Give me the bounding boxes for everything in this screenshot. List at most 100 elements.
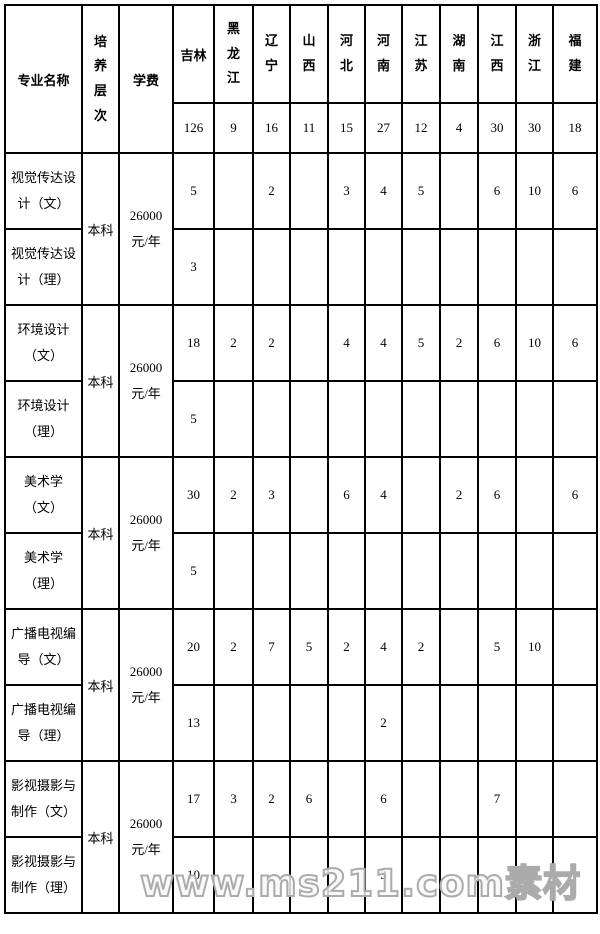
admission-table: 专业名称 培养层次 学费 吉林 黑龙江 辽宁 山西 河北 河南 江苏 湖南 江西 浙江 福建 126 9 16 1… bbox=[4, 4, 598, 914]
tuition-line-0: 26000 bbox=[129, 816, 163, 831]
value-cell bbox=[401, 228, 441, 306]
major-cell: 视觉传达设计（文） bbox=[4, 152, 83, 230]
level-cell: 本科 bbox=[81, 304, 120, 458]
value-cell bbox=[289, 532, 329, 610]
value-cell bbox=[552, 380, 598, 458]
plan-total-cell-4: 15 bbox=[327, 102, 366, 154]
value-cell: 5 bbox=[401, 152, 441, 230]
value-cell bbox=[327, 228, 366, 306]
value-cell bbox=[515, 228, 554, 306]
value-cell: 2 bbox=[252, 760, 291, 838]
plan-total-cell-10: 18 bbox=[552, 102, 598, 154]
value-cell bbox=[401, 532, 441, 610]
value-cell: 18 bbox=[172, 304, 215, 382]
major-row: 广播电视编导（理） 13 2 bbox=[4, 684, 598, 762]
col-header-province-6: 江苏 bbox=[401, 4, 441, 104]
major-row: 影视摄影与制作（文） 本科 26000 元/年 17 3 2 6 6 7 bbox=[4, 760, 598, 914]
value-cell: 4 bbox=[364, 456, 403, 534]
col-header-province-6-text: 江苏 bbox=[414, 33, 428, 73]
value-cell: 3 bbox=[364, 836, 403, 914]
col-header-province-1-text: 黑龙江 bbox=[226, 20, 240, 86]
value-cell bbox=[327, 380, 366, 458]
value-cell: 3 bbox=[172, 228, 215, 306]
plan-total-cell-9: 30 bbox=[515, 102, 554, 154]
value-cell bbox=[515, 760, 554, 838]
value-cell: 6 bbox=[477, 304, 517, 382]
plan-total-cell-1: 9 bbox=[213, 102, 254, 154]
tuition-cell: 26000 元/年 bbox=[118, 304, 174, 458]
col-header-major: 专业名称 bbox=[4, 4, 83, 154]
tuition-cell: 26000 元/年 bbox=[118, 760, 174, 914]
value-cell: 2 bbox=[401, 608, 441, 686]
level-cell: 本科 bbox=[81, 760, 120, 914]
value-cell: 2 bbox=[252, 304, 291, 382]
value-cell: 6 bbox=[477, 456, 517, 534]
col-header-province-5: 河南 bbox=[364, 4, 403, 104]
value-cell: 6 bbox=[552, 152, 598, 230]
value-cell bbox=[289, 836, 329, 914]
value-cell: 10 bbox=[515, 304, 554, 382]
value-cell: 6 bbox=[552, 456, 598, 534]
value-cell bbox=[401, 684, 441, 762]
value-cell bbox=[515, 684, 554, 762]
value-cell bbox=[252, 836, 291, 914]
value-cell: 17 bbox=[172, 760, 215, 838]
value-cell: 6 bbox=[327, 456, 366, 534]
tuition-cell: 26000 元/年 bbox=[118, 608, 174, 762]
value-cell bbox=[477, 684, 517, 762]
value-cell: 2 bbox=[327, 608, 366, 686]
col-header-province-10-text: 福建 bbox=[568, 33, 582, 73]
value-cell bbox=[477, 380, 517, 458]
value-cell: 5 bbox=[477, 608, 517, 686]
value-cell: 4 bbox=[364, 304, 403, 382]
value-cell bbox=[213, 380, 254, 458]
plan-total-cell-2: 16 bbox=[252, 102, 291, 154]
value-cell bbox=[213, 836, 254, 914]
major-cell: 广播电视编导（理） bbox=[4, 684, 83, 762]
major-cell: 视觉传达设计（理） bbox=[4, 228, 83, 306]
value-cell: 5 bbox=[289, 608, 329, 686]
major-cell: 美术学（文） bbox=[4, 456, 83, 534]
value-cell bbox=[477, 532, 517, 610]
plan-totals-row: 126 9 16 11 15 27 12 4 30 30 18 bbox=[5, 102, 598, 154]
value-cell: 4 bbox=[364, 152, 403, 230]
major-row: 视觉传达设计（文） 本科 26000 元/年 5 2 3 4 5 6 10 6 bbox=[4, 152, 598, 306]
value-cell: 7 bbox=[252, 608, 291, 686]
value-cell bbox=[515, 380, 554, 458]
value-cell bbox=[552, 684, 598, 762]
value-cell bbox=[289, 152, 329, 230]
value-cell bbox=[439, 152, 479, 230]
value-cell: 6 bbox=[477, 152, 517, 230]
major-cell: 环境设计（理） bbox=[4, 380, 83, 458]
value-cell: 7 bbox=[477, 760, 517, 838]
value-cell bbox=[552, 608, 598, 686]
value-cell bbox=[213, 152, 254, 230]
value-cell bbox=[289, 380, 329, 458]
value-cell bbox=[439, 760, 479, 838]
tuition-line-1: 元/年 bbox=[131, 690, 161, 705]
level-cell: 本科 bbox=[81, 608, 120, 762]
major-row: 环境设计（理） 5 bbox=[4, 380, 598, 458]
value-cell: 3 bbox=[213, 760, 254, 838]
plan-total-cell-0: 126 bbox=[172, 102, 215, 154]
col-header-tuition: 学费 bbox=[118, 4, 174, 154]
value-cell bbox=[552, 228, 598, 306]
value-cell: 5 bbox=[401, 304, 441, 382]
value-cell bbox=[439, 380, 479, 458]
province-header-row: 专业名称 培养层次 学费 吉林 黑龙江 辽宁 山西 河北 河南 江苏 湖南 江西 浙江 福建 bbox=[4, 4, 598, 154]
plan-total-cell-6: 12 bbox=[401, 102, 441, 154]
major-row: 美术学（文） 本科 26000 元/年 30 2 3 6 4 2 6 6 bbox=[4, 456, 598, 610]
tuition-line-1: 元/年 bbox=[131, 538, 161, 553]
value-cell: 5 bbox=[172, 152, 215, 230]
value-cell bbox=[401, 760, 441, 838]
col-header-level-text: 培养层次 bbox=[93, 33, 107, 123]
col-header-province-7: 湖南 bbox=[439, 4, 479, 104]
major-cell: 影视摄影与制作（理） bbox=[4, 836, 83, 914]
col-header-province-5-text: 河南 bbox=[376, 33, 390, 73]
plan-total-cell-3: 11 bbox=[289, 102, 329, 154]
value-cell bbox=[401, 380, 441, 458]
value-cell: 2 bbox=[439, 456, 479, 534]
tuition-line-1: 元/年 bbox=[131, 234, 161, 249]
tuition-line-0: 26000 bbox=[129, 360, 163, 375]
value-cell bbox=[515, 456, 554, 534]
